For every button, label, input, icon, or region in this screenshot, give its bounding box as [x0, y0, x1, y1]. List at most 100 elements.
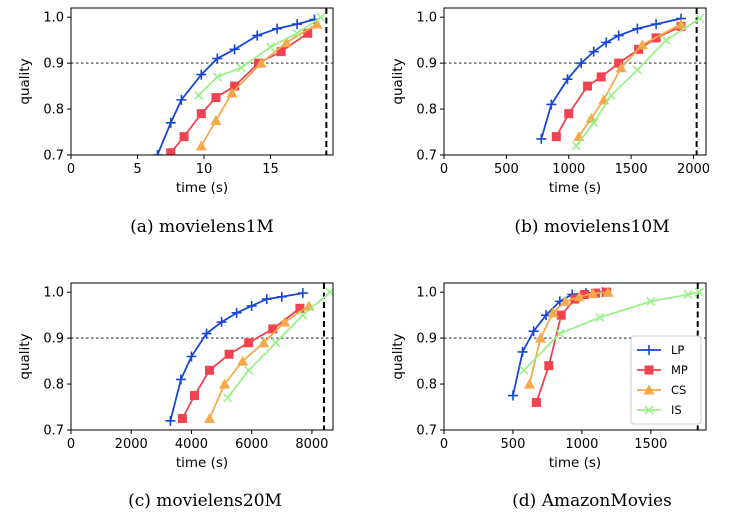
- data-point-mp: [551, 132, 561, 142]
- data-point-is: [519, 365, 529, 375]
- data-point-is: [683, 289, 693, 300]
- data-point-is: [606, 90, 616, 100]
- chart-panel-1: 0 5 10 15 0.7 0.8 0.9 1.0 time (s) quality (a) mov…: [17, 7, 334, 237]
- data-point-is: [223, 393, 233, 403]
- data-point-cs: [559, 295, 571, 306]
- data-point-is: [661, 35, 671, 45]
- data-point-lp: [175, 374, 186, 385]
- y-tick-label: 0.7: [416, 149, 437, 164]
- y-tick-label: 0.9: [43, 332, 64, 347]
- data-point-mp: [582, 81, 592, 91]
- data-point-lp: [252, 30, 263, 41]
- data-point-lp: [562, 74, 573, 85]
- y-tick-label: 1.0: [43, 11, 64, 26]
- chart-panel-2: 0 500 1000 1500 2000 0.7 0.8 0.9 1.0 time (s) qual…: [390, 7, 710, 237]
- data-point-lp: [165, 117, 176, 128]
- series-line-lp: [540, 17, 682, 140]
- x-tick-label: 8000: [295, 437, 328, 452]
- series-line-is: [523, 291, 700, 371]
- x-tick-label: 0: [67, 162, 75, 177]
- data-point-cs: [535, 332, 547, 343]
- data-point-lp: [272, 23, 283, 34]
- panel-caption: (c) movielens20M: [128, 491, 282, 511]
- axes-frame: [443, 282, 707, 431]
- x-tick-label: 4000: [175, 437, 208, 452]
- x-axis-label: time (s): [549, 455, 601, 471]
- series-line-lp: [156, 18, 315, 155]
- data-point-is: [555, 328, 565, 339]
- data-point-cs: [615, 62, 627, 73]
- data-point-lp: [517, 346, 528, 357]
- data-point-cs: [279, 316, 291, 327]
- data-point-mp: [580, 289, 590, 299]
- data-point-lp: [528, 326, 539, 337]
- data-point-is: [589, 118, 599, 128]
- y-tick-label: 1.0: [416, 11, 437, 26]
- data-point-cs: [210, 115, 222, 126]
- x-tick-label: 2000: [115, 437, 148, 452]
- y-tick-label: 0.7: [43, 149, 64, 164]
- data-point-lp: [297, 288, 308, 299]
- y-tick-label: 1.0: [43, 286, 64, 301]
- data-point-lp: [546, 99, 557, 110]
- data-point-lp: [613, 30, 624, 41]
- data-point-lp: [292, 19, 303, 30]
- data-point-cs: [255, 57, 267, 68]
- data-point-mp: [531, 397, 541, 407]
- y-tick-label: 0.7: [43, 424, 64, 439]
- data-point-cs: [280, 36, 292, 47]
- x-tick-label: 1500: [634, 437, 667, 452]
- data-point-is: [316, 12, 326, 22]
- panel-caption: (a) movielens1M: [130, 217, 274, 237]
- x-tick-label: 500: [494, 162, 519, 177]
- data-point-cs: [195, 140, 207, 151]
- data-point-is: [646, 296, 656, 306]
- data-point-is: [695, 13, 705, 24]
- axes-frame: [443, 7, 707, 156]
- y-tick-label: 0.8: [416, 103, 437, 118]
- data-point-is: [194, 90, 204, 100]
- legend-label-mp: MP: [671, 363, 688, 377]
- legend-marker-cs: [643, 384, 655, 395]
- data-point-is: [694, 287, 704, 297]
- data-point-mp: [268, 324, 278, 334]
- data-point-cs: [636, 39, 648, 50]
- legend-label-lp: LP: [671, 343, 684, 357]
- legend: LP MP CS IS: [630, 335, 702, 425]
- x-tick-label: 1000: [552, 162, 585, 177]
- data-point-mp: [303, 28, 313, 38]
- data-point-is: [244, 365, 254, 375]
- data-point-lp: [261, 294, 272, 305]
- data-point-cs: [219, 378, 231, 389]
- data-point-cs: [226, 87, 238, 98]
- series-group: [536, 13, 705, 151]
- legend-box: [630, 335, 702, 425]
- legend-label-is: IS: [671, 403, 682, 417]
- chart-panel-3: 0 2000 4000 6000 8000 0.7 0.8 0.9 1.0 time (s) qua…: [17, 282, 334, 511]
- x-tick-label: 10: [196, 162, 213, 177]
- data-point-mp: [179, 132, 189, 142]
- data-point-mp: [196, 109, 206, 119]
- data-point-lp: [201, 328, 212, 339]
- x-tick-label: 0: [67, 437, 75, 452]
- data-point-mp: [211, 93, 221, 103]
- legend-marker-is: [644, 405, 654, 415]
- data-point-is: [298, 310, 308, 320]
- series-line-mp: [170, 32, 309, 154]
- axes-frame: [70, 7, 334, 156]
- data-point-mp: [189, 391, 199, 401]
- data-point-mp: [205, 365, 215, 375]
- data-point-cs: [204, 413, 216, 424]
- series-line-lp: [169, 292, 304, 422]
- data-point-mp: [564, 109, 574, 119]
- series-line-cs: [208, 305, 310, 419]
- data-point-cs: [587, 288, 599, 299]
- y-tick-label: 0.9: [43, 57, 64, 72]
- data-point-is: [292, 28, 302, 38]
- y-tick-label: 0.7: [416, 424, 437, 439]
- data-point-is: [571, 141, 581, 151]
- data-point-is: [271, 338, 281, 348]
- data-point-mp: [177, 414, 187, 424]
- data-point-cs: [547, 307, 559, 318]
